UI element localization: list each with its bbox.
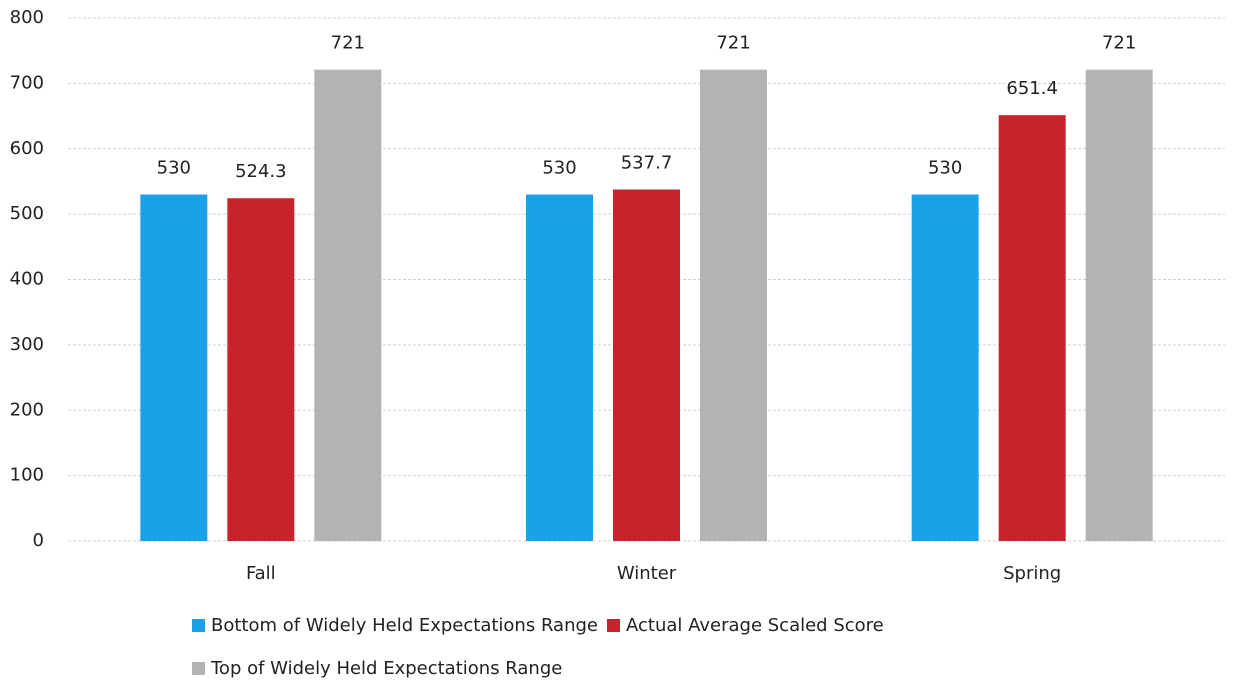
legend-swatch [607,619,620,632]
x-tick-label: Winter [617,563,677,584]
data-label: 651.4 [1006,78,1058,99]
legend-label: Top of Widely Held Expectations Range [210,658,562,679]
legend-label: Actual Average Scaled Score [626,615,884,636]
data-label: 537.7 [621,152,673,173]
bar [314,69,382,542]
y-tick-label: 600 [10,138,44,159]
bar [1085,69,1153,542]
y-tick-label: 200 [10,399,44,420]
legend-label: Bottom of Widely Held Expectations Range [211,615,598,636]
data-label: 530 [542,158,576,179]
data-label: 530 [928,158,962,179]
y-tick-label: 800 [10,7,44,28]
y-tick-label: 0 [33,530,44,551]
bar [911,194,979,541]
data-label: 530 [157,158,191,179]
y-tick-label: 500 [10,203,44,224]
bar [998,115,1066,541]
data-label: 524.3 [235,161,287,182]
bar [526,194,593,541]
legend-swatch [192,619,205,632]
bar [700,69,767,542]
x-tick-label: Fall [246,563,276,584]
y-tick-label: 100 [10,465,44,486]
data-label: 721 [716,33,750,54]
y-tick-label: 700 [10,72,44,93]
bar [613,189,680,541]
bar [140,194,208,541]
y-tick-label: 400 [10,269,44,290]
data-label: 721 [331,33,365,54]
y-tick-label: 300 [10,334,44,355]
x-tick-label: Spring [1003,563,1061,584]
legend-swatch [192,662,205,675]
data-label: 721 [1102,33,1136,54]
bar [227,198,295,541]
